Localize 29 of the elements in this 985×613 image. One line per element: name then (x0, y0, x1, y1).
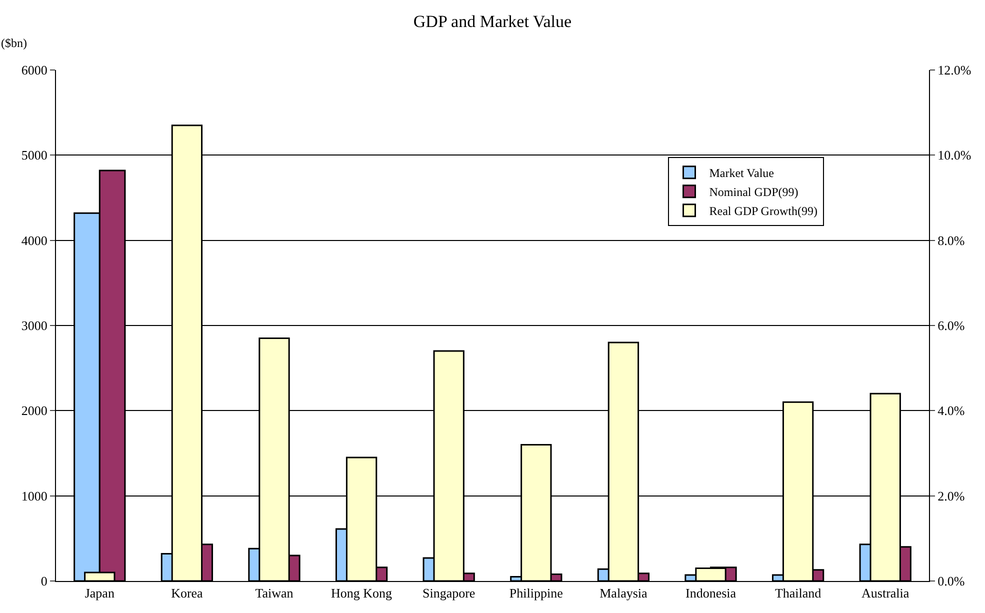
y-axis-title: ($bn) (1, 36, 27, 50)
legend-label: Nominal GDP(99) (709, 185, 798, 200)
y-tick-label: 1000 (21, 488, 48, 504)
y-tick-label: 4000 (21, 232, 48, 248)
legend-label: Real GDP Growth(99) (709, 204, 818, 218)
y2-tick-label: 8.0% (938, 232, 965, 248)
x-tick-label: Australia (862, 586, 910, 601)
y2-tick-label: 10.0% (938, 148, 972, 163)
y-tick-label: 5000 (21, 148, 48, 163)
y2-tick-label: 4.0% (938, 403, 965, 418)
y2-tick-label: 0.0% (938, 574, 965, 589)
x-tick-label: Singapore (422, 586, 476, 601)
x-tick-label: Japan (84, 586, 115, 601)
legend-label: Market Value (709, 166, 774, 180)
y-tick-label: 2000 (21, 403, 48, 418)
y-tick-label: 6000 (21, 62, 48, 78)
x-tick-label: Korea (171, 586, 204, 601)
y2-tick-label: 6.0% (938, 318, 965, 334)
x-tick-label: Taiwan (255, 586, 294, 601)
x-tick-label: Hong Kong (331, 586, 393, 601)
y2-tick-label: 12.0% (938, 62, 972, 78)
x-tick-label: Philippine (509, 586, 564, 601)
y2-tick-label: 2.0% (938, 488, 965, 504)
y-tick-label: 3000 (21, 318, 48, 334)
chart-title: GDP and Market Value (413, 12, 572, 32)
x-tick-label: Thailand (774, 586, 822, 601)
y-tick-label: 0 (40, 574, 48, 589)
x-tick-label: Indonesia (685, 586, 736, 601)
x-tick-label: Malaysia (600, 586, 648, 601)
